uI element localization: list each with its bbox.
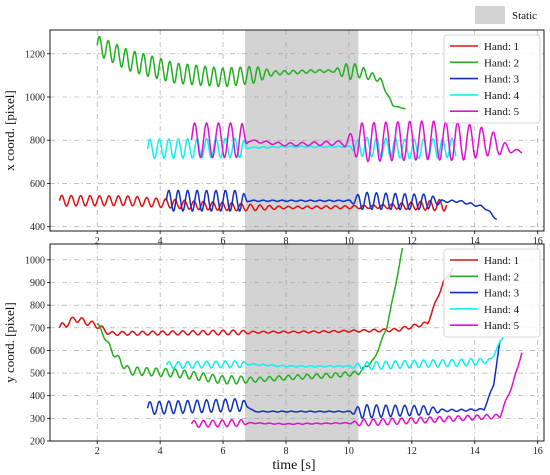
y-tick-label: 200: [30, 437, 45, 448]
y-tick-label: 800: [30, 136, 45, 147]
x-tick-label: 6: [221, 236, 226, 247]
legend: Hand: 1 Hand: 2 Hand: 3 Hand: 4 Hand: 5: [443, 34, 541, 124]
legend-entry: Hand: 2: [484, 57, 519, 69]
x-tick-label: 6: [221, 446, 226, 457]
static-legend-label: Static: [512, 10, 537, 22]
y-tick-label: 1000: [25, 93, 45, 104]
y-tick-label: 800: [30, 301, 45, 312]
legend-entry: Hand: 2: [484, 271, 519, 283]
legend-entry: Hand: 5: [484, 106, 520, 118]
legend-entry: Hand: 4: [484, 304, 520, 316]
legend-box: [443, 34, 541, 124]
legend-entry: Hand: 1: [484, 255, 519, 267]
x-tick-label: 12: [407, 446, 417, 457]
y-axis-label: y coord. [pixel]: [2, 302, 17, 383]
x-axis-label: time [s]: [272, 458, 315, 473]
legend-entry: Hand: 3: [484, 288, 520, 300]
static-legend: Static: [475, 6, 537, 24]
x-coord-panel: 2 4 6 8 10 12 14 16 400 600 800 1000 1200 x coord. [p…: [2, 29, 545, 247]
legend-entry: Hand: 3: [484, 74, 520, 86]
series-line-hand3: [146, 340, 501, 419]
series-line-hand3: [165, 189, 497, 220]
series-line-hand2: [96, 35, 406, 110]
series-line-hand4: [165, 337, 504, 371]
y-tick-label: 700: [30, 323, 45, 334]
y-tick-label: 400: [30, 391, 45, 402]
x-tick-label: 4: [158, 236, 163, 247]
x-tick-label: 10: [344, 446, 354, 457]
x-tick-label: 16: [533, 236, 543, 247]
y-tick-label: 1200: [25, 49, 45, 60]
x-tick-label: 12: [407, 236, 417, 247]
y-coord-panel: 2 4 6 8 10 12 14 16 200 300 400 500 600 700 800 900 1000…: [2, 243, 545, 457]
x-tick-label: 16: [533, 446, 543, 457]
x-tick-label: 8: [283, 446, 288, 457]
y-tick-label: 600: [30, 179, 45, 190]
y-tick-label: 300: [30, 414, 45, 425]
legend: Hand: 1 Hand: 2 Hand: 3 Hand: 4 Hand: 5: [443, 248, 541, 338]
y-tick-label: 400: [30, 222, 45, 233]
y-axis-label: x coord. [pixel]: [2, 90, 17, 171]
static-region: [245, 244, 359, 441]
plot-frame: [49, 243, 545, 442]
series-line-hand1: [58, 268, 454, 336]
y-tick-label: 1000: [25, 255, 45, 266]
series-line-hand2: [96, 247, 404, 385]
x-tick-label: 8: [283, 236, 288, 247]
series-line-hand5: [190, 352, 523, 428]
static-region: [245, 30, 359, 231]
series-line-hand1: [58, 194, 448, 212]
plot-frame: [49, 29, 545, 232]
legend-entry: Hand: 4: [484, 90, 520, 102]
series-line-hand4: [146, 136, 457, 160]
x-tick-label: 10: [344, 236, 354, 247]
x-tick-label: 4: [158, 446, 163, 457]
x-tick-label: 14: [470, 236, 480, 247]
series-line-hand5: [190, 120, 523, 163]
y-tick-label: 500: [30, 369, 45, 380]
x-tick-label: 2: [95, 446, 100, 457]
legend-entry: Hand: 1: [484, 41, 519, 53]
legend-box: [443, 248, 541, 338]
y-tick-label: 600: [30, 346, 45, 357]
legend-entry: Hand: 5: [484, 320, 520, 332]
y-tick-label: 900: [30, 278, 45, 289]
x-tick-label: 14: [470, 446, 480, 457]
static-legend-swatch: [475, 6, 505, 24]
x-tick-label: 2: [95, 236, 100, 247]
